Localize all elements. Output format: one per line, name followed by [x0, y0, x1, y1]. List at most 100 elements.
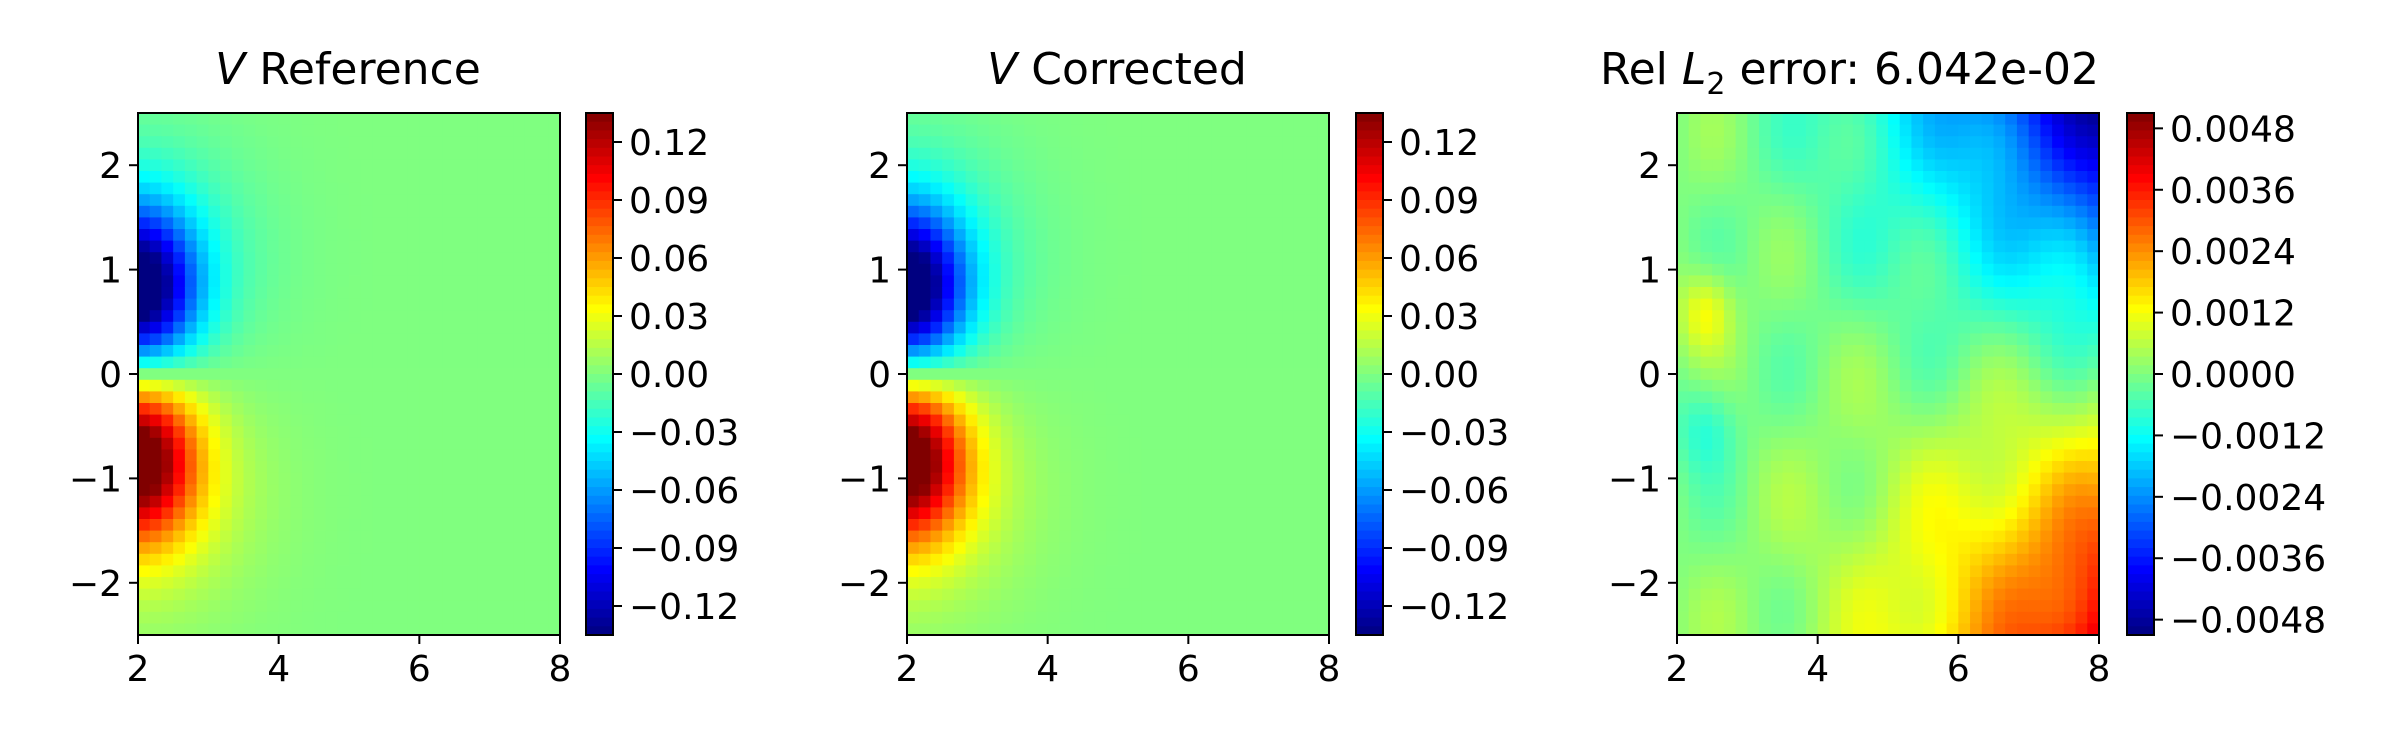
heatmap-cell: [255, 589, 267, 601]
heatmap-cell: [1935, 473, 1947, 485]
heatmap-cell: [1970, 554, 1982, 566]
heatmap-cell: [220, 484, 232, 496]
heatmap-cell: [1224, 125, 1236, 137]
heatmap-cell: [1118, 415, 1130, 427]
heatmap-cell: [1700, 403, 1712, 415]
heatmap-cell: [490, 391, 502, 403]
heatmap-cell: [1700, 542, 1712, 554]
heatmap-cell: [1947, 183, 1959, 195]
heatmap-cell: [1958, 542, 1970, 554]
heatmap-cell: [954, 623, 966, 635]
heatmap-cell: [1317, 368, 1329, 380]
heatmap-cell: [1911, 310, 1923, 322]
heatmap-cell: [1771, 357, 1783, 369]
heatmap-cell: [431, 275, 443, 287]
heatmap-cell: [1083, 449, 1095, 461]
heatmap-cell: [396, 310, 408, 322]
heatmap-cell: [455, 461, 467, 473]
heatmap-cell: [455, 217, 467, 229]
heatmap-cell: [1024, 229, 1036, 241]
heatmap-cell: [1294, 589, 1306, 601]
heatmap-cell: [197, 589, 209, 601]
heatmap-cell: [1736, 287, 1748, 299]
heatmap-cell: [208, 461, 220, 473]
heatmap-cell: [372, 333, 384, 345]
heatmap-cell: [1923, 473, 1935, 485]
heatmap-cell: [1818, 473, 1830, 485]
heatmap-cell: [408, 531, 420, 543]
heatmap-cell: [1747, 345, 1759, 357]
heatmap-cell: [2040, 299, 2052, 311]
heatmap-cell: [1095, 496, 1107, 508]
heatmap-cell: [2064, 565, 2076, 577]
heatmap-cell: [326, 357, 338, 369]
heatmap-cell: [349, 507, 361, 519]
heatmap-cell: [919, 623, 931, 635]
heatmap-cell: [1865, 612, 1877, 624]
heatmap-cell: [1853, 275, 1865, 287]
heatmap-cell: [1982, 345, 1994, 357]
heatmap-cell: [977, 357, 989, 369]
heatmap-cell: [1794, 589, 1806, 601]
heatmap-cell: [1141, 473, 1153, 485]
heatmap-cell: [1270, 148, 1282, 160]
heatmap-cell: [267, 171, 279, 183]
heatmap-cell: [279, 473, 291, 485]
heatmap-cell: [267, 403, 279, 415]
heatmap-cell: [1935, 554, 1947, 566]
heatmap-cell: [1024, 380, 1036, 392]
heatmap-cell: [1235, 148, 1247, 160]
heatmap-cell: [907, 438, 919, 450]
heatmap-cell: [361, 368, 373, 380]
heatmap-cell: [244, 183, 256, 195]
heatmap-cell: [1689, 345, 1701, 357]
heatmap-cell: [930, 368, 942, 380]
heatmap-cell: [1900, 345, 1912, 357]
heatmap-cell: [1165, 600, 1177, 612]
heatmap-cell: [197, 519, 209, 531]
heatmap-cell: [1177, 589, 1189, 601]
heatmap-cell: [1677, 252, 1689, 264]
heatmap-cell: [1270, 577, 1282, 589]
heatmap-cell: [2029, 426, 2041, 438]
heatmap-cell: [1923, 496, 1935, 508]
heatmap-cell: [501, 264, 513, 276]
heatmap-cell: [1095, 449, 1107, 461]
heatmap-cell: [431, 531, 443, 543]
heatmap-cell: [1794, 542, 1806, 554]
heatmap-cell: [1106, 241, 1118, 253]
heatmap-cell: [1982, 264, 1994, 276]
heatmap-cell: [1059, 287, 1071, 299]
heatmap-cell: [1935, 589, 1947, 601]
heatmap-cell: [232, 380, 244, 392]
heatmap-cell: [525, 473, 537, 485]
heatmap-cell: [1071, 194, 1083, 206]
heatmap-cell: [326, 542, 338, 554]
heatmap-cell: [1841, 345, 1853, 357]
heatmap-cell: [2017, 275, 2029, 287]
heatmap-cell: [337, 554, 349, 566]
heatmap-cell: [2064, 322, 2076, 334]
heatmap-cell: [1829, 612, 1841, 624]
heatmap-cell: [173, 217, 185, 229]
heatmap-cell: [930, 194, 942, 206]
heatmap-cell: [1818, 287, 1830, 299]
heatmap-cell: [1141, 333, 1153, 345]
heatmap-cell: [244, 252, 256, 264]
heatmap-cell: [326, 206, 338, 218]
heatmap-cell: [372, 391, 384, 403]
heatmap-cell: [267, 125, 279, 137]
heatmap-cell: [1024, 252, 1036, 264]
heatmap-cell: [1059, 171, 1071, 183]
heatmap-cell: [537, 600, 549, 612]
heatmap-cell: [942, 542, 954, 554]
heatmap-cell: [244, 241, 256, 253]
heatmap-cell: [1200, 554, 1212, 566]
heatmap-cell: [919, 415, 931, 427]
heatmap-cell: [490, 519, 502, 531]
heatmap-cell: [1141, 287, 1153, 299]
heatmap-cell: [1747, 217, 1759, 229]
heatmap-cell: [1736, 519, 1748, 531]
colorbar-tick-label: 0.06: [629, 239, 709, 280]
colorbar-band: [586, 470, 613, 479]
